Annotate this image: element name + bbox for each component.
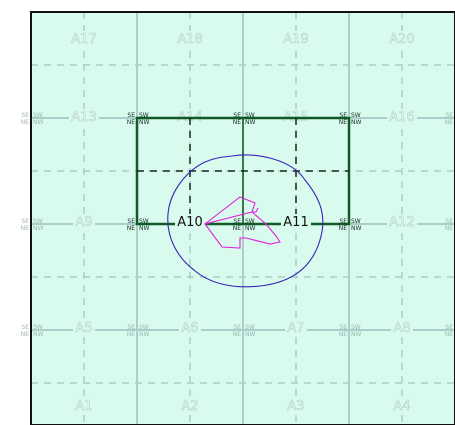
quadrant-label: NE bbox=[445, 119, 453, 126]
quadrant-label: NW bbox=[351, 331, 361, 338]
cell-label-bg bbox=[281, 31, 311, 45]
quadrant-label: NW bbox=[139, 225, 149, 232]
cell-label-bg bbox=[391, 320, 413, 334]
quadrant-label: SE bbox=[339, 218, 347, 225]
highlighted-area: A10 A11 bbox=[135, 116, 351, 230]
cell-label-a16: A16 bbox=[389, 110, 414, 125]
quadrant-label: SE bbox=[233, 324, 241, 331]
quadrant-label: NW bbox=[139, 331, 149, 338]
quadrant-label: NW bbox=[33, 119, 43, 126]
quadrant-label: SE bbox=[127, 324, 135, 331]
cell-label-a9: A9 bbox=[75, 215, 92, 230]
quadrant-label: NE bbox=[233, 331, 241, 338]
quadrant-label: SW bbox=[351, 112, 361, 119]
quadrant-label: NE bbox=[127, 225, 135, 232]
quadrant-label: SE bbox=[21, 218, 29, 225]
cell-label-bg bbox=[387, 214, 417, 228]
cell-label-a17: A17 bbox=[71, 32, 96, 47]
cell-label-a20: A20 bbox=[389, 32, 414, 47]
quadrant-label: SE bbox=[233, 218, 241, 225]
cell-label-bg bbox=[391, 398, 413, 412]
quadrant-label: SW bbox=[33, 324, 43, 331]
quadrant-label: SW bbox=[351, 218, 361, 225]
cell-label-a5: A5 bbox=[75, 321, 92, 336]
quadrant-label: NE bbox=[21, 331, 29, 338]
quadrant-label: NE bbox=[233, 225, 241, 232]
quadrant-label: SE bbox=[233, 112, 241, 119]
quadrant-label: NW bbox=[33, 225, 43, 232]
cell-label-a10: A10 bbox=[177, 215, 202, 230]
cell-label-bg bbox=[285, 398, 307, 412]
quadrant-label: SE bbox=[339, 324, 347, 331]
cell-label-bg bbox=[175, 109, 205, 123]
cell-label-bg bbox=[175, 214, 205, 228]
cell-label-bg bbox=[387, 109, 417, 123]
quadrant-label: SE bbox=[21, 112, 29, 119]
quadrant-label: NW bbox=[351, 225, 361, 232]
quadrant-label: NE bbox=[233, 119, 241, 126]
quadrant-label: NE bbox=[339, 331, 347, 338]
cell-label-bg bbox=[69, 109, 99, 123]
quadrant-label: NW bbox=[139, 119, 149, 126]
cell-label-a13: A13 bbox=[71, 110, 96, 125]
quadrant-label: NE bbox=[339, 225, 347, 232]
cell-label-bg bbox=[285, 320, 307, 334]
quadrant-label: SE bbox=[127, 112, 135, 119]
quadrant-label: NW bbox=[245, 225, 255, 232]
cell-label-a7: A7 bbox=[287, 321, 304, 336]
cell-label-a4: A4 bbox=[393, 399, 410, 414]
quadrant-label: NE bbox=[339, 119, 347, 126]
quadrant-label: SE bbox=[445, 218, 453, 225]
cell-label-bg bbox=[73, 320, 95, 334]
quadrant-label: SW bbox=[139, 112, 149, 119]
quadrant-label: NW bbox=[245, 331, 255, 338]
cell-label-a18: A18 bbox=[177, 32, 202, 47]
quadrant-label: NE bbox=[21, 119, 29, 126]
quadrant-label: SW bbox=[33, 218, 43, 225]
quadrant-label: SW bbox=[139, 324, 149, 331]
cell-label-a2: A2 bbox=[181, 399, 198, 414]
quadrant-labels: SE SW NE NW SE SW NE NW SE SW NE NW SE SW NE NW SE SW NE NW… bbox=[21, 112, 453, 338]
quadrant-label: SW bbox=[245, 112, 255, 119]
quadrant-label: SW bbox=[351, 324, 361, 331]
cell-label-a3: A3 bbox=[287, 399, 304, 414]
cell-label-a19: A19 bbox=[283, 32, 308, 47]
cell-label-a12: A12 bbox=[389, 215, 414, 230]
quadrant-label: SE bbox=[445, 112, 453, 119]
cell-label-a6: A6 bbox=[181, 321, 198, 336]
cell-label-bg bbox=[281, 214, 311, 228]
boundary-outline-blue bbox=[167, 154, 324, 288]
parcel-outline-magenta bbox=[204, 196, 281, 249]
quadrant-label: NW bbox=[33, 331, 43, 338]
quadrant-label: SW bbox=[245, 324, 255, 331]
quadrant-label: NE bbox=[445, 331, 453, 338]
quadrant-label: SW bbox=[245, 218, 255, 225]
quadrant-label: NE bbox=[127, 119, 135, 126]
quadrant-label: SW bbox=[139, 218, 149, 225]
cell-label-bg bbox=[73, 398, 95, 412]
quadrant-label: SW bbox=[33, 112, 43, 119]
cell-label-bg bbox=[281, 109, 311, 123]
cell-label-bg bbox=[179, 320, 201, 334]
quadrant-label: SE bbox=[445, 324, 453, 331]
cell-label-a11: A11 bbox=[283, 215, 308, 230]
map-frame bbox=[30, 11, 455, 425]
quadrant-label: NE bbox=[127, 331, 135, 338]
cell-label-bg bbox=[175, 31, 205, 45]
quadrant-label: NW bbox=[351, 119, 361, 126]
cell-label-bg bbox=[387, 31, 417, 45]
quadrant-label: NE bbox=[21, 225, 29, 232]
cell-label-a8: A8 bbox=[393, 321, 410, 336]
quadrant-label: SE bbox=[21, 324, 29, 331]
quadrant-label: NE bbox=[445, 225, 453, 232]
quadrant-label: SE bbox=[339, 112, 347, 119]
quadrant-label: SE bbox=[127, 218, 135, 225]
quadrant-label: NW bbox=[245, 119, 255, 126]
cell-label-bg bbox=[69, 31, 99, 45]
cell-label-bg bbox=[73, 214, 95, 228]
cell-label-bg bbox=[179, 398, 201, 412]
cell-label-a1: A1 bbox=[75, 399, 92, 414]
